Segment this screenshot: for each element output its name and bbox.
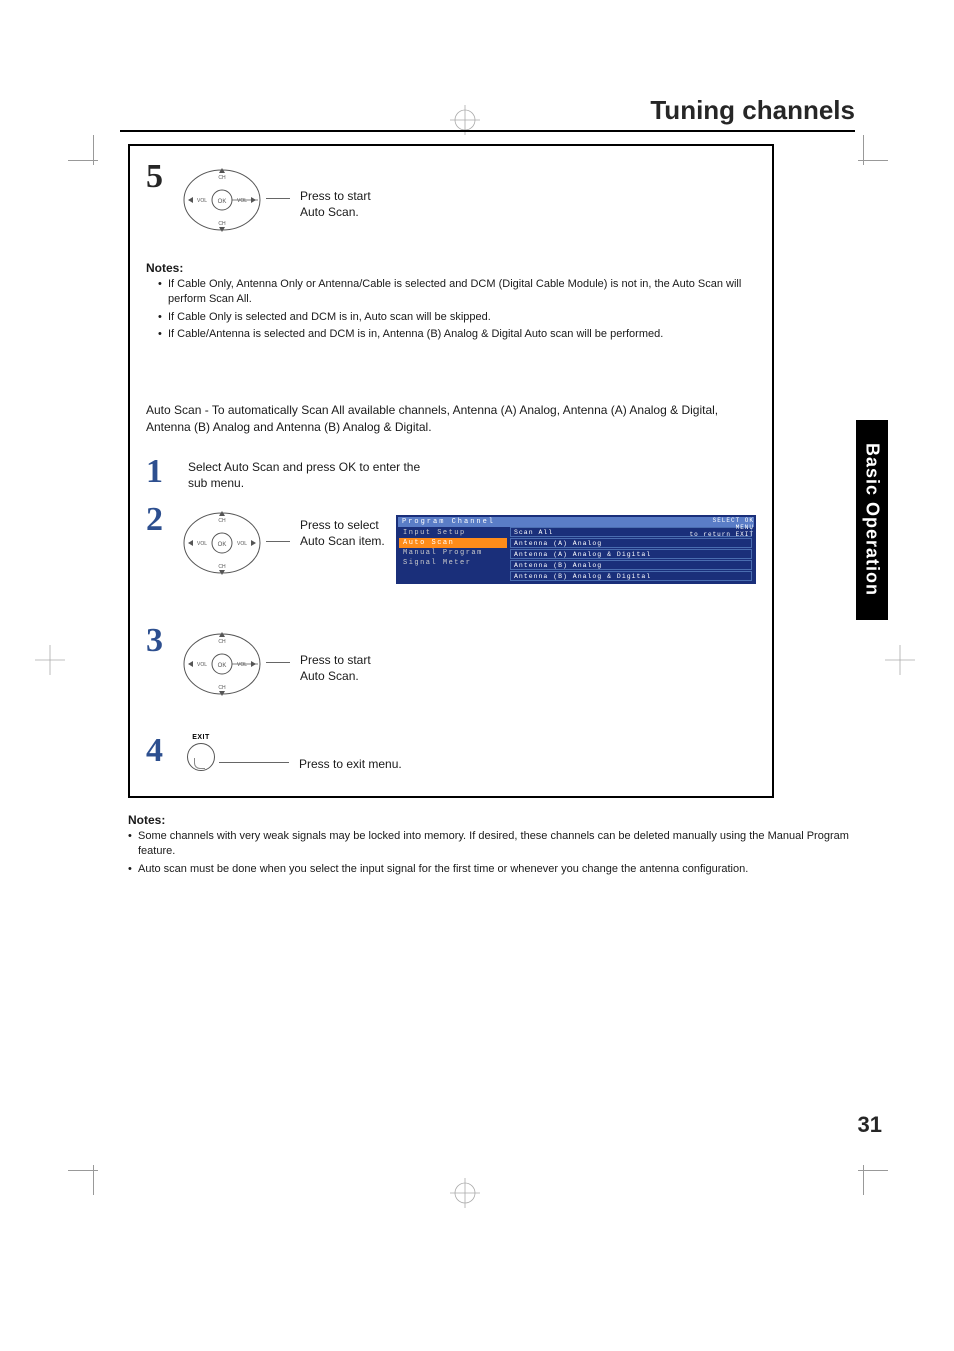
step-text: Press to exit menu. xyxy=(299,756,402,772)
remote-dpad-icon: OK CH CH VOL VOL xyxy=(182,624,262,704)
note-item: Some channels with very weak signals may… xyxy=(128,829,863,860)
step-text: Select Auto Scan and press OK to enter t… xyxy=(188,459,428,491)
note-item: Auto scan must be done when you select t… xyxy=(128,862,863,877)
note-item: If Cable/Antenna is selected and DCM is … xyxy=(158,327,756,342)
tv-menu-item: Input Setup xyxy=(399,528,507,538)
notes-title: Notes: xyxy=(146,260,756,277)
step-number: 5 xyxy=(146,160,172,194)
step-number: 1 xyxy=(146,455,172,489)
tv-submenu-item: Antenna (A) Analog xyxy=(510,538,752,548)
step-1: 1 Select Auto Scan and press OK to enter… xyxy=(146,455,756,491)
tv-submenu-item: Antenna (B) Analog & Digital xyxy=(510,571,752,581)
svg-text:OK: OK xyxy=(218,542,227,548)
svg-text:CH: CH xyxy=(218,639,226,645)
step-4: 4 EXIT Press to exit menu. xyxy=(146,734,756,772)
svg-text:CH: CH xyxy=(218,518,226,524)
intro-text: Auto Scan - To automatically Scan All av… xyxy=(146,402,756,434)
registration-mark-icon xyxy=(885,645,915,675)
svg-text:VOL: VOL xyxy=(237,541,247,547)
exit-label: EXIT xyxy=(187,734,215,741)
step-text: Press to select Auto Scan item. xyxy=(300,517,385,549)
notes-block: Notes: Some channels with very weak sign… xyxy=(128,812,863,877)
crop-mark-icon xyxy=(848,1155,888,1195)
svg-text:OK: OK xyxy=(218,199,227,205)
tv-menu-hints: SELECT OK MENU to return EXIT xyxy=(690,517,754,539)
registration-mark-icon xyxy=(450,1178,480,1208)
step-number: 4 xyxy=(146,734,172,768)
svg-text:VOL: VOL xyxy=(237,662,247,668)
tv-menu-item: Auto Scan xyxy=(399,538,507,548)
step-number: 3 xyxy=(146,624,172,658)
connector-line xyxy=(266,662,290,663)
svg-text:CH: CH xyxy=(218,221,226,227)
notes-list: Some channels with very weak signals may… xyxy=(128,829,863,877)
note-item: If Cable Only is selected and DCM is in,… xyxy=(158,310,756,325)
step-5: 5 OK CH CH VOL VOL Press to xyxy=(146,160,756,240)
step-3: 3 OK CH CH VOL VOL Press to xyxy=(146,624,756,704)
page-number: 31 xyxy=(858,1112,882,1138)
notes-title: Notes: xyxy=(128,812,863,829)
tv-menu-item: Manual Program xyxy=(399,548,507,558)
step-text: Press to start Auto Scan. xyxy=(300,652,371,684)
crop-mark-icon xyxy=(78,1155,118,1195)
step-text: Press to start Auto Scan. xyxy=(300,188,371,220)
instruction-box: 5 OK CH CH VOL VOL Press to xyxy=(128,144,774,798)
svg-text:CH: CH xyxy=(218,175,226,181)
svg-text:CH: CH xyxy=(218,685,226,691)
connector-line xyxy=(266,541,290,542)
connector-line xyxy=(219,762,289,763)
notes-block: Notes: If Cable Only, Antenna Only or An… xyxy=(146,260,756,342)
notes-list: If Cable Only, Antenna Only or Antenna/C… xyxy=(146,277,756,343)
svg-text:VOL: VOL xyxy=(237,198,247,204)
tv-menu-item: Signal Meter xyxy=(399,558,507,568)
svg-text:CH: CH xyxy=(218,564,226,570)
tv-onscreen-menu: Program Channel SELECT OK MENU to return… xyxy=(396,515,756,584)
page-content: Tuning channels 5 OK CH CH VOL VOL xyxy=(100,95,880,879)
connector-line xyxy=(266,198,290,199)
tv-submenu-item: Antenna (A) Analog & Digital xyxy=(510,549,752,559)
step-number: 2 xyxy=(146,503,172,537)
exit-button-icon: EXIT xyxy=(187,734,215,771)
note-item: If Cable Only, Antenna Only or Antenna/C… xyxy=(158,277,756,308)
remote-dpad-icon: OK CH CH VOL VOL xyxy=(182,503,262,583)
svg-text:VOL: VOL xyxy=(197,662,207,668)
svg-text:VOL: VOL xyxy=(197,198,207,204)
tv-menu-left-column: Input SetupAuto ScanManual ProgramSignal… xyxy=(398,527,508,582)
svg-text:VOL: VOL xyxy=(197,541,207,547)
registration-mark-icon xyxy=(35,645,65,675)
svg-text:OK: OK xyxy=(218,663,227,669)
tv-submenu-item: Antenna (B) Analog xyxy=(510,560,752,570)
page-title: Tuning channels xyxy=(120,95,855,132)
remote-dpad-icon: OK CH CH VOL VOL xyxy=(182,160,262,240)
